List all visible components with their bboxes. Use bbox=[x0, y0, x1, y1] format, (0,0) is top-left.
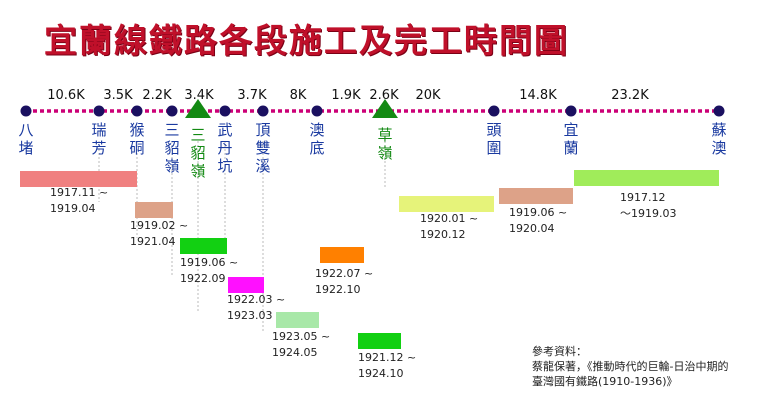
construction-period-label: 1919.06 ~ bbox=[509, 206, 567, 219]
construction-bar bbox=[180, 238, 227, 254]
station-dot bbox=[20, 105, 32, 117]
construction-period-label: 1921.04 bbox=[130, 235, 176, 248]
construction-bar bbox=[399, 196, 494, 212]
construction-bar bbox=[574, 170, 719, 186]
station-dot bbox=[93, 105, 105, 117]
station-dot bbox=[311, 105, 323, 117]
station-name: 芳 bbox=[91, 139, 106, 157]
station-name: 澳 bbox=[711, 139, 726, 157]
distance-label: 2.6K bbox=[369, 88, 399, 103]
station-dot bbox=[257, 105, 269, 117]
construction-period-label: 1919.06 ~ bbox=[180, 256, 238, 269]
distance-label: 1.9K bbox=[331, 88, 361, 103]
station-dot bbox=[713, 105, 725, 117]
station-name: 堵 bbox=[18, 139, 33, 157]
construction-period-label: 1922.10 bbox=[315, 283, 361, 296]
station-name: 溪 bbox=[255, 157, 270, 175]
station-name: 瑞 bbox=[91, 121, 106, 139]
reference-author: 蔡龍保著，《推動時代的巨輪-日治中期的 bbox=[532, 360, 729, 373]
construction-period-label: 1924.10 bbox=[358, 367, 404, 380]
construction-bar bbox=[499, 188, 573, 204]
construction-period-label: 1917.12 bbox=[620, 191, 666, 204]
station-name: 嶺 bbox=[377, 144, 392, 162]
station-name: 草 bbox=[377, 126, 392, 144]
construction-bar bbox=[135, 202, 173, 218]
station-name: 貂 bbox=[164, 139, 179, 157]
station-name: 硐 bbox=[129, 139, 144, 157]
station-name: 頭 bbox=[486, 121, 501, 139]
distance-label: 3.7K bbox=[237, 88, 267, 103]
distance-label: 23.2K bbox=[611, 88, 649, 103]
station-dot bbox=[565, 105, 577, 117]
station-name: 蘇 bbox=[711, 121, 726, 139]
construction-period-label: 1920.04 bbox=[509, 222, 555, 235]
construction-period-label: 1919.02 ~ bbox=[130, 219, 188, 232]
station-name: 武 bbox=[217, 121, 232, 139]
station-dot bbox=[488, 105, 500, 117]
construction-bar bbox=[276, 312, 319, 328]
station-dot bbox=[131, 105, 143, 117]
tunnel-triangle-icon bbox=[372, 99, 398, 118]
distance-label: 3.5K bbox=[103, 88, 133, 103]
distance-label: 8K bbox=[290, 88, 307, 103]
station-name: 頂 bbox=[255, 121, 270, 139]
construction-bar bbox=[320, 247, 364, 263]
construction-bar bbox=[20, 171, 137, 187]
construction-period-label: 1924.05 bbox=[272, 346, 318, 359]
construction-period-label: 1923.03 bbox=[227, 309, 273, 322]
construction-bar bbox=[228, 277, 264, 293]
distance-label: 10.6K bbox=[47, 88, 85, 103]
reference-title: 臺灣國有鐵路(1910-1936)》 bbox=[532, 375, 678, 388]
station-name: 雙 bbox=[255, 139, 270, 157]
station-name: 嶺 bbox=[190, 162, 205, 180]
distance-label: 14.8K bbox=[519, 88, 557, 103]
construction-bar bbox=[358, 333, 401, 349]
construction-period-label: 1920.12 bbox=[420, 228, 466, 241]
distance-label: 3.4K bbox=[184, 88, 214, 103]
construction-period-label: 1922.09 bbox=[180, 272, 226, 285]
construction-period-label: 1920.01 ~ bbox=[420, 212, 478, 225]
station-name: 猴 bbox=[129, 121, 144, 139]
construction-period-label: ～1919.03 bbox=[620, 207, 677, 220]
station-name: 三 bbox=[164, 121, 179, 139]
construction-period-label: 1919.04 bbox=[50, 202, 96, 215]
station-name: 貂 bbox=[190, 144, 205, 162]
construction-period-label: 1923.05 ~ bbox=[272, 330, 330, 343]
station-name: 蘭 bbox=[563, 139, 578, 157]
tunnel-triangle-icon bbox=[185, 99, 211, 118]
station-name: 底 bbox=[309, 139, 324, 157]
distance-label: 2.2K bbox=[142, 88, 172, 103]
construction-period-label: 1917.11 ~ bbox=[50, 186, 108, 199]
reference-heading: 參考資料： bbox=[532, 345, 587, 358]
station-name: 坑 bbox=[217, 157, 232, 175]
station-name: 八 bbox=[18, 121, 33, 139]
construction-period-label: 1922.07 ~ bbox=[315, 267, 373, 280]
station-dot bbox=[219, 105, 231, 117]
station-name: 三 bbox=[190, 126, 205, 144]
reference-note: 參考資料： 蔡龍保著，《推動時代的巨輪-日治中期的 臺灣國有鐵路(1910-19… bbox=[532, 344, 728, 389]
construction-period-label: 1921.12 ~ bbox=[358, 351, 416, 364]
station-name: 宜 bbox=[563, 121, 578, 139]
construction-period-label: 1922.03 ~ bbox=[227, 293, 285, 306]
station-name: 丹 bbox=[217, 139, 232, 157]
distance-label: 20K bbox=[415, 88, 441, 103]
station-name: 圍 bbox=[486, 139, 501, 157]
station-name: 澳 bbox=[309, 121, 324, 139]
station-name: 嶺 bbox=[164, 157, 179, 175]
page-title: 宜蘭線鐵路各段施工及完工時間圖 bbox=[44, 21, 569, 60]
station-dot bbox=[166, 105, 178, 117]
